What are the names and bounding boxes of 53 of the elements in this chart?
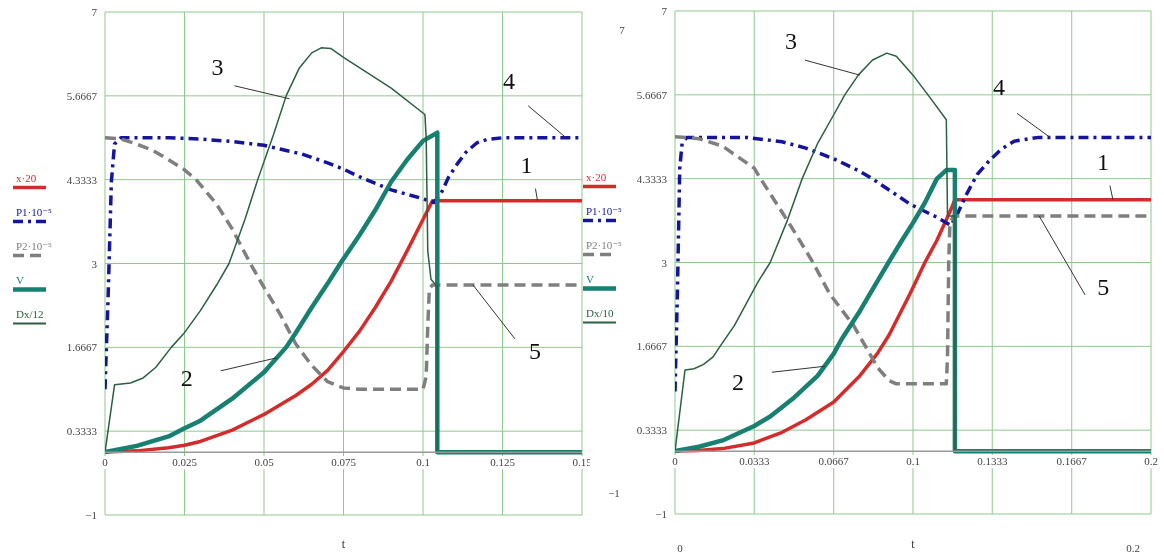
y-tick-label: 0.3333 (636, 424, 668, 437)
x-axis-title: t (341, 537, 346, 551)
annotation: 1 (520, 151, 533, 178)
y-tick-label: 5.6667 (636, 88, 668, 101)
x-tick-label: 0.075 (331, 456, 357, 469)
text: Dx/12 (16, 307, 44, 320)
text: V (586, 272, 594, 285)
y-tick-label: 5.6667 (66, 89, 98, 102)
y-tick-label: 4.3333 (66, 173, 98, 186)
x-tick-label: 0.1 (416, 456, 430, 469)
y-tick-label: 3 (91, 257, 98, 270)
y-tick-label: 1.6667 (66, 341, 98, 354)
x-tick-label: 0.05 (254, 456, 275, 469)
text: 7 (619, 24, 626, 36)
x-tick-label: 0.1667 (1056, 455, 1088, 468)
text: P1·10⁻⁵ (586, 204, 623, 217)
annotation: 4 (503, 67, 516, 94)
y-tick-label: −1 (85, 509, 97, 521)
y-tick-label: 3 (661, 256, 668, 269)
text: V (16, 273, 24, 286)
x-axis-title: t (911, 537, 916, 551)
annotation: 4 (993, 74, 1006, 101)
x-tick-label: 0.025 (172, 456, 198, 469)
text: 0 (677, 542, 684, 554)
text: P1·10⁻⁵ (16, 205, 53, 218)
text: x·20 (586, 170, 607, 183)
annotation: 2 (731, 369, 744, 396)
annotation: 2 (180, 364, 193, 391)
annotation: 5 (1097, 273, 1110, 300)
text: 0.2 (1126, 542, 1140, 554)
x-tick-label: 0 (672, 455, 679, 468)
y-tick-label: −1 (655, 508, 667, 520)
text: P2·10⁻⁵ (586, 238, 623, 251)
text: x·20 (16, 171, 37, 184)
annotation: 5 (528, 337, 541, 364)
text: −1 (608, 487, 620, 499)
annotation: 3 (784, 28, 797, 55)
y-tick-label: 0.3333 (66, 425, 98, 438)
text: Dx/10 (586, 306, 614, 319)
annotation: 1 (1096, 148, 1109, 175)
x-tick-label: 0 (102, 456, 109, 469)
x-tick-label: 0.0333 (739, 455, 770, 468)
y-tick-label: 1.6667 (636, 340, 668, 353)
y-tick-label: 7 (661, 5, 668, 17)
text: P2·10⁻⁵ (16, 239, 53, 252)
x-tick-label: 0.125 (490, 456, 516, 469)
x-tick-label: 0.1 (906, 455, 920, 468)
y-tick-label: 7 (91, 6, 98, 18)
y-tick-label: 4.3333 (636, 172, 668, 185)
annotation: 3 (211, 53, 224, 80)
x-tick-label: 0.0667 (818, 455, 850, 468)
x-tick-label: 0.2 (1144, 455, 1158, 468)
x-tick-label: 0.1333 (977, 455, 1008, 468)
